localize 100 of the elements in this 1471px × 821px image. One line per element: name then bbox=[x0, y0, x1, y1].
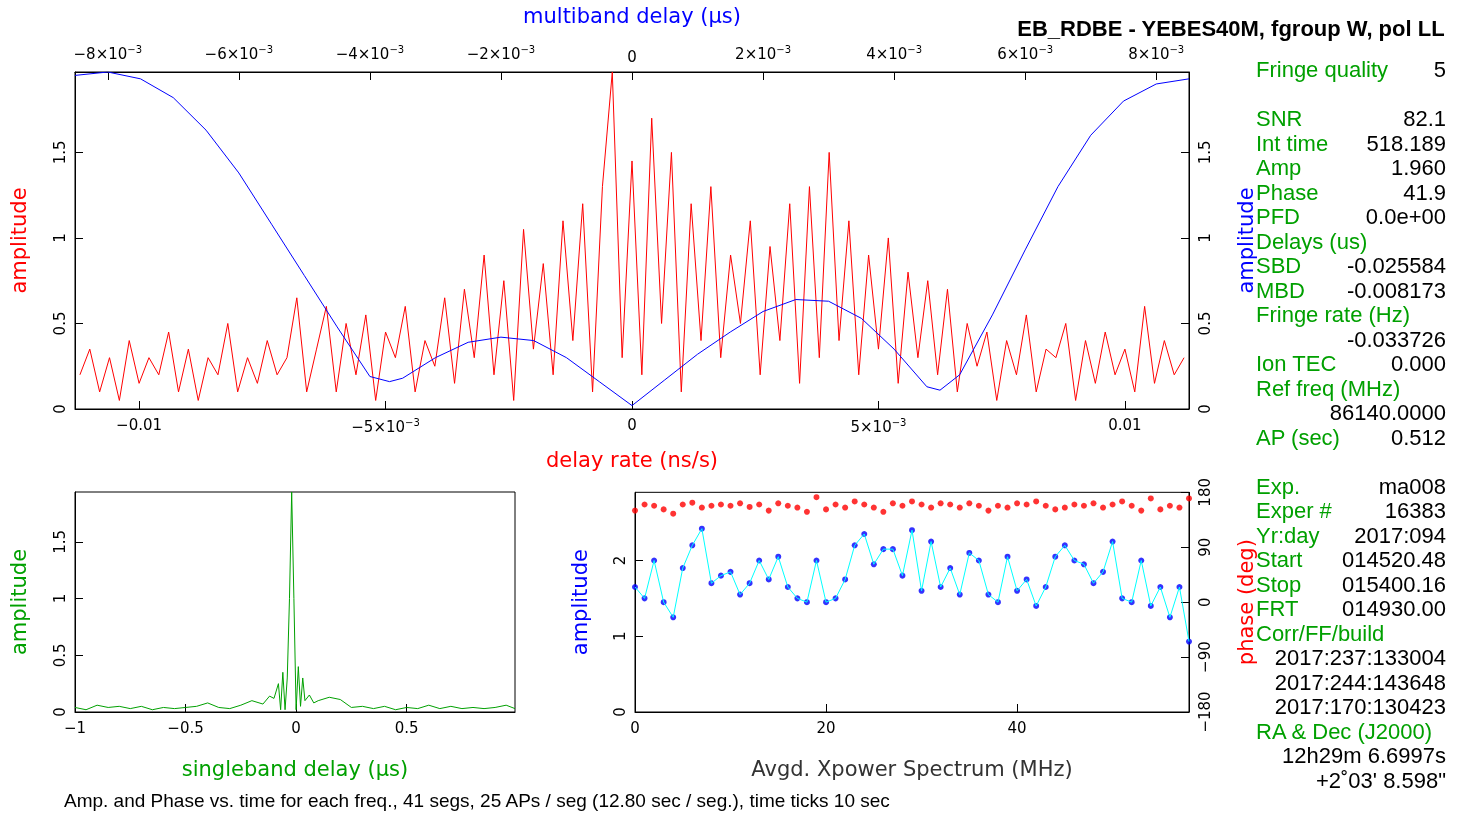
point bbox=[823, 506, 830, 513]
text: ma008 bbox=[1378, 473, 1446, 499]
point bbox=[794, 504, 801, 511]
point bbox=[880, 508, 887, 515]
y-tick-label: 1.5 bbox=[50, 140, 69, 165]
category-label: Amp bbox=[1256, 155, 1302, 181]
text: 2017:094 bbox=[1354, 522, 1446, 548]
text: 0.0e+00 bbox=[1365, 204, 1446, 229]
y2-tick-label: −90 bbox=[1195, 641, 1214, 673]
y2-tick-label: 0.5 bbox=[1195, 311, 1214, 336]
text: 5 bbox=[1433, 57, 1446, 82]
y2-tick-label: 1.5 bbox=[1195, 140, 1214, 165]
point bbox=[985, 507, 992, 514]
y-tick-label: 0 bbox=[50, 707, 69, 717]
category-label: Ref freq (MHz) bbox=[1256, 375, 1401, 401]
y2-tick-label: −180 bbox=[1195, 691, 1214, 733]
category-label: Exper # bbox=[1256, 498, 1332, 524]
point bbox=[651, 502, 658, 509]
point bbox=[1166, 502, 1173, 509]
y2-tick-label: 180 bbox=[1195, 477, 1214, 507]
point bbox=[698, 504, 705, 511]
point bbox=[966, 500, 973, 507]
point bbox=[1080, 502, 1087, 509]
y-tick-label: 0.5 bbox=[50, 643, 69, 668]
category-label: Ion TEC bbox=[1256, 351, 1337, 377]
point bbox=[1119, 498, 1126, 505]
y-tick-label: 1 bbox=[50, 593, 69, 604]
category-label: Delays (us) bbox=[1256, 228, 1368, 254]
point bbox=[1186, 495, 1192, 502]
point bbox=[708, 502, 715, 509]
category-label: Start bbox=[1256, 547, 1303, 572]
point bbox=[1061, 504, 1068, 511]
y-tick-label: 0 bbox=[610, 707, 629, 717]
x-tick-label: −1 bbox=[63, 718, 87, 737]
point bbox=[746, 503, 753, 510]
point bbox=[775, 500, 782, 507]
point bbox=[641, 501, 648, 508]
y-tick-label: 0.5 bbox=[50, 311, 69, 336]
text: 16383 bbox=[1384, 498, 1446, 523]
text: 014520.48 bbox=[1342, 547, 1446, 572]
text: 2017:170:130423 bbox=[1274, 694, 1446, 719]
point bbox=[975, 502, 982, 509]
chart-subtitle: EB_RDBE - YEBES40M, fgroup W, pol LL bbox=[1017, 15, 1445, 41]
line-series bbox=[74, 491, 516, 711]
category-label: MBD bbox=[1256, 277, 1305, 303]
point bbox=[956, 504, 963, 511]
point bbox=[870, 504, 877, 511]
point bbox=[1128, 502, 1135, 509]
category-label: SNR bbox=[1256, 106, 1303, 132]
text: 518.189 bbox=[1366, 130, 1446, 156]
category-label: PFD bbox=[1256, 204, 1300, 229]
point bbox=[1052, 506, 1059, 513]
text: 82.1 bbox=[1403, 106, 1446, 131]
point bbox=[928, 504, 935, 511]
text: 0.000 bbox=[1390, 351, 1446, 376]
x2-axis-title: multiband delay (μs) bbox=[523, 3, 741, 28]
text: 014930.00 bbox=[1342, 596, 1446, 621]
y2-axis-title: phase (deg) bbox=[1233, 539, 1258, 666]
point bbox=[1071, 501, 1078, 508]
y-axis-title: amplitude bbox=[6, 548, 31, 656]
category-label: Fringe quality bbox=[1256, 57, 1389, 83]
point bbox=[1090, 500, 1097, 507]
point bbox=[1157, 506, 1164, 513]
text: 2017:237:133004 bbox=[1274, 645, 1446, 670]
point bbox=[717, 501, 724, 508]
point bbox=[1147, 495, 1154, 502]
point bbox=[1033, 498, 1040, 505]
point bbox=[842, 504, 849, 511]
y2-tick-label: 1 bbox=[1195, 233, 1214, 243]
text: 12h29m 6.6997s bbox=[1282, 743, 1446, 768]
point bbox=[899, 502, 906, 509]
point bbox=[670, 510, 677, 517]
point bbox=[632, 507, 638, 514]
point bbox=[784, 502, 791, 509]
point bbox=[679, 501, 686, 508]
point bbox=[727, 502, 734, 509]
y2-axis-title: amplitude bbox=[1233, 187, 1258, 294]
point bbox=[737, 500, 744, 507]
point bbox=[1004, 504, 1011, 511]
point bbox=[947, 501, 954, 508]
point bbox=[994, 502, 1001, 509]
x-axis-title: Avgd. Xpower Spectrum (MHz) bbox=[751, 756, 1073, 781]
category-label: Yr:day bbox=[1256, 522, 1320, 548]
point bbox=[813, 494, 820, 501]
text: 1.960 bbox=[1390, 155, 1446, 180]
point bbox=[1109, 501, 1116, 508]
y2-tick-label: 90 bbox=[1195, 537, 1214, 557]
y-tick-label: 2 bbox=[610, 555, 629, 566]
point bbox=[918, 501, 925, 508]
x-tick-label: 0.01 bbox=[1108, 415, 1142, 434]
text: 41.9 bbox=[1403, 179, 1446, 205]
point bbox=[689, 499, 696, 506]
point bbox=[1014, 500, 1021, 507]
text: 015400.16 bbox=[1342, 571, 1446, 597]
point bbox=[861, 501, 868, 508]
text: -0.008173 bbox=[1346, 277, 1446, 303]
category-label: Corr/FF/build bbox=[1256, 620, 1385, 646]
y-axis-title: amplitude bbox=[6, 187, 31, 294]
x-tick-label: 20 bbox=[816, 718, 836, 737]
point bbox=[660, 506, 667, 513]
